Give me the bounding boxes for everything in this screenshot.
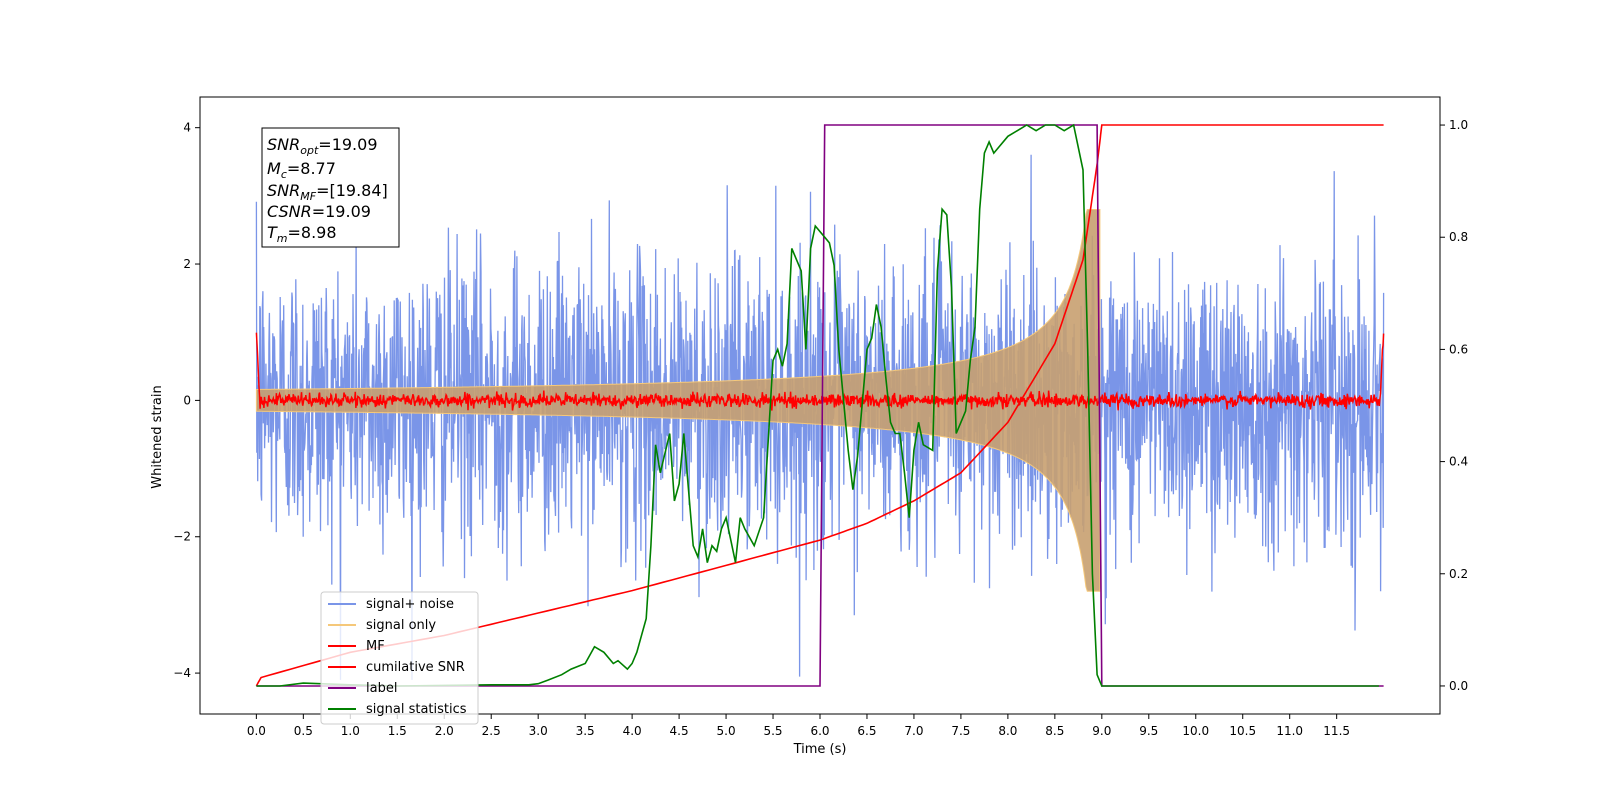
x-axis-title: Time (s) — [793, 742, 847, 757]
y-axis-right: 0.0 0.2 0.4 0.6 0.8 1.0 — [1440, 118, 1468, 693]
y-right-tick-label: 0.0 — [1449, 679, 1468, 693]
y-right-tick-label: 0.6 — [1449, 342, 1468, 356]
x-tick-label: 1.5 — [388, 724, 407, 738]
stat-csnr: CSNR=19.09 — [267, 202, 371, 221]
x-tick-label: 4.5 — [670, 724, 689, 738]
y-axis-left: −4 −2 0 2 4 — [173, 121, 200, 680]
stat-snr-mf: SNRMF=[19.84] — [267, 181, 388, 203]
x-tick-label: 5.5 — [763, 724, 782, 738]
x-tick-label: 0.5 — [294, 724, 313, 738]
legend-entry: signal only — [366, 618, 436, 633]
y-right-tick-label: 1.0 — [1449, 118, 1468, 132]
series-mf — [255, 332, 1385, 411]
stat-tm: Tm=8.98 — [267, 223, 337, 245]
x-tick-label: 11.0 — [1276, 724, 1303, 738]
stats-annotation-box: SNRopt=19.09 Mc=8.77 SNRMF=[19.84] CSNR=… — [261, 127, 400, 248]
legend: signal+ noise signal only MF cumilative SNR… — [320, 591, 479, 725]
x-tick-label: 7.0 — [904, 724, 923, 738]
y-right-tick-label: 0.2 — [1449, 567, 1468, 581]
x-tick-label: 3.0 — [529, 724, 548, 738]
y-left-tick-label: −4 — [173, 666, 191, 680]
x-tick-label: 0.0 — [247, 724, 266, 738]
y-axis-title: Whitened strain — [150, 385, 165, 488]
x-tick-label: 4.0 — [623, 724, 642, 738]
x-tick-label: 8.0 — [998, 724, 1017, 738]
x-tick-label: 3.5 — [576, 724, 595, 738]
y-right-tick-label: 0.4 — [1449, 455, 1468, 469]
x-tick-label: 8.5 — [1045, 724, 1064, 738]
legend-entry: label — [366, 681, 397, 696]
y-left-tick-label: −2 — [173, 530, 191, 544]
x-tick-label: 2.5 — [482, 724, 501, 738]
stat-snr-opt: SNRopt=19.09 — [267, 135, 378, 157]
x-tick-label: 9.0 — [1092, 724, 1111, 738]
x-axis: 0.0 0.5 1.0 1.5 2.0 2.5 3.0 3.5 4.0 4.5 5.0 5.5 6.0 6… — [247, 714, 1350, 738]
x-tick-label: 5.0 — [717, 724, 736, 738]
series-signal-statistics — [256, 123, 1379, 687]
x-tick-label: 10.0 — [1182, 724, 1209, 738]
x-tick-label: 11.5 — [1323, 724, 1350, 738]
x-tick-label: 10.5 — [1229, 724, 1256, 738]
series-signal-noise — [255, 154, 1385, 680]
y-left-tick-label: 4 — [183, 121, 191, 135]
x-tick-label: 6.0 — [810, 724, 829, 738]
y-left-tick-label: 2 — [183, 257, 191, 271]
legend-entry: cumilative SNR — [366, 660, 465, 675]
stat-mc: Mc=8.77 — [267, 159, 336, 181]
x-tick-label: 2.0 — [435, 724, 454, 738]
x-tick-label: 9.5 — [1139, 724, 1158, 738]
y-left-tick-label: 0 — [183, 393, 191, 407]
series-layer — [255, 123, 1385, 687]
y-right-tick-label: 0.8 — [1449, 230, 1468, 244]
legend-entry: signal statistics — [366, 702, 467, 717]
x-tick-label: 6.5 — [857, 724, 876, 738]
legend-entry: MF — [366, 639, 385, 654]
x-tick-label: 7.5 — [951, 724, 970, 738]
legend-entry: signal+ noise — [366, 597, 454, 612]
x-tick-label: 1.0 — [341, 724, 360, 738]
